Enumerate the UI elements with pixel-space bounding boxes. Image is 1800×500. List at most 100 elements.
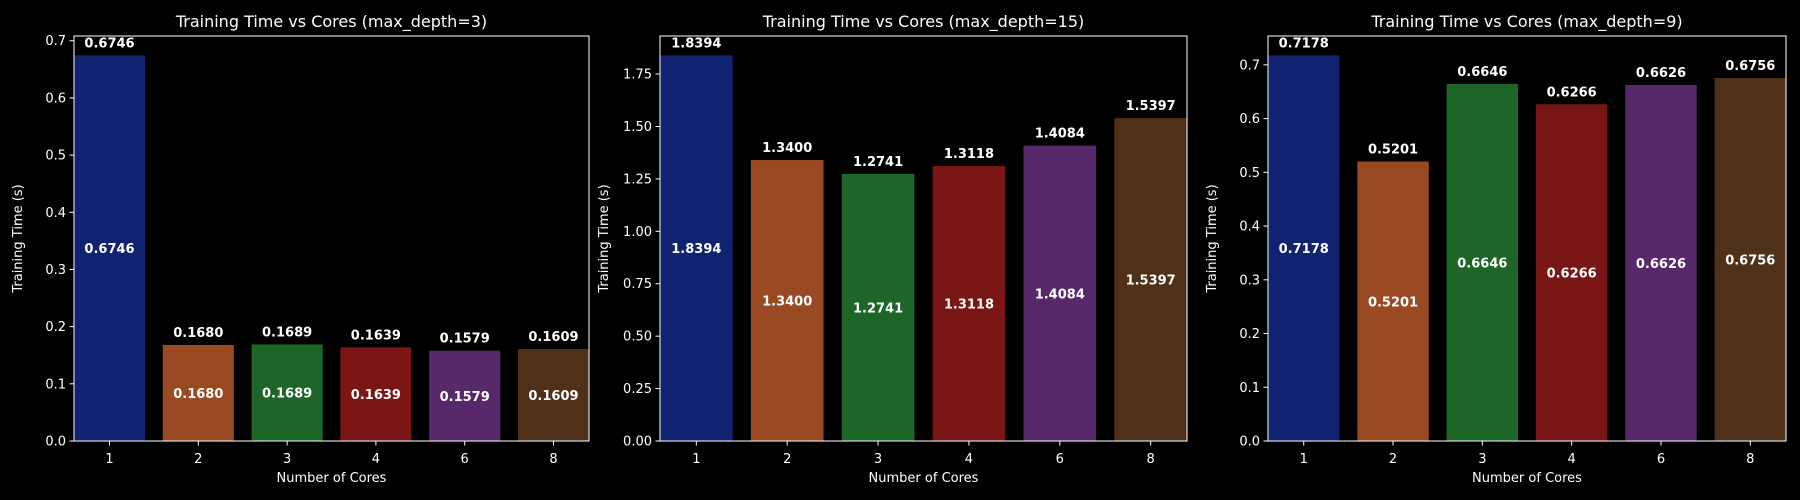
chart-title: Training Time vs Cores (max_depth=3) <box>175 12 487 32</box>
data-label-top: 0.6626 <box>1636 66 1686 81</box>
bar <box>517 348 589 441</box>
x-tick-label: 2 <box>783 452 791 467</box>
data-label-inside: 0.1609 <box>528 389 578 404</box>
bar <box>841 173 915 441</box>
bar <box>1535 104 1608 442</box>
bar <box>162 344 234 441</box>
plot-frame <box>73 35 590 442</box>
chart-panel-3: 0.0 0.1 0.2 0.3 0.4 0.5 0.6 0.7 1 2 3 4 6 8 0.7178 0.71… <box>1205 12 1787 486</box>
data-label-inside: 0.6646 <box>1457 256 1507 271</box>
chart-title: Training Time vs Cores (max_depth=15) <box>762 12 1084 32</box>
data-label-top: 1.2741 <box>853 155 903 170</box>
bar <box>932 165 1006 441</box>
y-tick-label: 0.4 <box>45 206 66 221</box>
bar <box>340 347 412 441</box>
plot-frame <box>1267 35 1787 442</box>
chart-panel-2: 0.00 0.25 0.50 0.75 1.00 1.25 1.50 1.75 1 2 3 4 6 8 1.… <box>597 12 1188 486</box>
y-axis-label: Training Time (s) <box>11 184 26 293</box>
data-label-inside: 0.1579 <box>440 390 490 405</box>
y-tick-label: 0.7 <box>45 34 66 49</box>
x-axis-label: Number of Cores <box>1472 471 1582 486</box>
x-tick-label: 6 <box>1657 452 1665 467</box>
data-label-inside: 0.6746 <box>84 242 134 257</box>
x-tick-label: 1 <box>692 452 700 467</box>
data-label-inside: 0.1689 <box>262 387 312 402</box>
bar <box>1023 145 1097 441</box>
bar <box>1714 77 1786 441</box>
y-tick-label: 0.3 <box>45 263 66 278</box>
data-label-inside: 1.3118 <box>944 297 994 312</box>
y-tick-label: 0.6 <box>45 91 66 106</box>
data-label-top: 0.1579 <box>440 332 490 347</box>
bar <box>750 160 824 441</box>
x-tick-label: 8 <box>1746 452 1754 467</box>
y-tick-label: 0.6 <box>1239 112 1260 127</box>
plot-frame <box>659 35 1188 442</box>
x-axis-label: Number of Cores <box>277 471 387 486</box>
bar <box>429 350 501 441</box>
data-label-top: 1.8394 <box>671 36 721 51</box>
bar <box>1114 118 1187 441</box>
y-tick-label: 0.0 <box>45 435 66 450</box>
data-label-top: 0.5201 <box>1368 143 1418 158</box>
y-tick-label: 0.75 <box>623 277 652 292</box>
y-tick-label: 1.25 <box>623 172 652 187</box>
data-label-top: 1.4084 <box>1035 127 1085 142</box>
data-label-top: 0.6266 <box>1547 85 1597 100</box>
bar <box>660 55 733 441</box>
data-label-inside: 1.5397 <box>1126 274 1176 289</box>
y-tick-label: 0.0 <box>1239 435 1260 450</box>
bar <box>251 344 323 441</box>
y-tick-label: 0.25 <box>623 382 652 397</box>
x-tick-label: 4 <box>1568 452 1576 467</box>
x-tick-label: 4 <box>965 452 973 467</box>
y-axis-label: Training Time (s) <box>597 184 612 293</box>
y-tick-label: 0.7 <box>1239 58 1260 73</box>
x-tick-label: 3 <box>283 452 291 467</box>
y-tick-label: 0.5 <box>1239 166 1260 181</box>
data-label-inside: 0.7178 <box>1279 242 1329 257</box>
data-label-top: 1.3118 <box>944 147 994 162</box>
x-axis-label: Number of Cores <box>869 471 979 486</box>
chart-title: Training Time vs Cores (max_depth=9) <box>1370 12 1682 32</box>
x-tick-label: 6 <box>461 452 469 467</box>
y-axis-label: Training Time (s) <box>1205 184 1220 293</box>
data-label-inside: 1.3400 <box>762 295 812 310</box>
data-label-inside: 1.4084 <box>1035 287 1085 302</box>
bar <box>74 55 146 441</box>
y-tick-label: 0.5 <box>45 149 66 164</box>
data-label-inside: 0.1680 <box>173 387 223 402</box>
data-label-top: 0.1689 <box>262 325 312 340</box>
x-tick-label: 2 <box>1389 452 1397 467</box>
data-label-inside: 1.2741 <box>853 301 903 316</box>
data-label-top: 0.1639 <box>351 328 401 343</box>
y-tick-label: 0.1 <box>1239 381 1260 396</box>
x-tick-label: 8 <box>1147 452 1155 467</box>
x-tick-label: 1 <box>1300 452 1308 467</box>
bar <box>1625 84 1697 441</box>
x-tick-label: 3 <box>874 452 882 467</box>
y-tick-label: 0.3 <box>1239 273 1260 288</box>
data-label-top: 0.6756 <box>1725 59 1775 74</box>
y-tick-label: 0.00 <box>623 435 652 450</box>
data-label-top: 1.5397 <box>1126 99 1176 114</box>
data-label-inside: 0.1639 <box>351 388 401 403</box>
data-label-top: 0.6646 <box>1457 65 1507 80</box>
data-label-inside: 0.6756 <box>1725 253 1775 268</box>
bar <box>1268 55 1340 441</box>
bar <box>1357 161 1429 441</box>
y-tick-label: 0.2 <box>45 320 66 335</box>
y-tick-label: 1.50 <box>623 120 652 135</box>
y-tick-label: 0.4 <box>1239 220 1260 235</box>
data-label-inside: 0.6626 <box>1636 257 1686 272</box>
y-tick-label: 0.50 <box>623 330 652 345</box>
data-label-top: 0.1680 <box>173 326 223 341</box>
data-label-top: 0.7178 <box>1279 36 1329 51</box>
x-tick-label: 4 <box>372 452 380 467</box>
x-tick-label: 6 <box>1056 452 1064 467</box>
y-tick-label: 0.1 <box>45 377 66 392</box>
x-tick-label: 1 <box>105 452 113 467</box>
x-tick-label: 3 <box>1478 452 1486 467</box>
bar <box>1446 83 1519 441</box>
data-label-inside: 0.5201 <box>1368 295 1418 310</box>
